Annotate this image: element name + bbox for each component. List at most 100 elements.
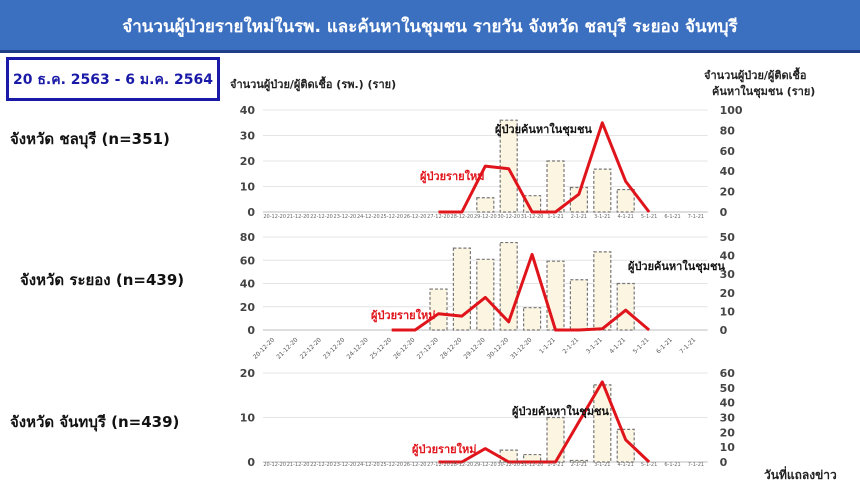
line-new-cases (438, 380, 651, 464)
x-tick-label: 21-12-20 (287, 462, 310, 468)
x-tick-label: 1-1-21 (547, 214, 563, 220)
x-tick-label: 3-1-21 (594, 462, 610, 468)
x-tick-label: 20-12-20 (263, 214, 286, 220)
x-tick-label: 26-12-20 (404, 462, 427, 468)
left-tick-label: 10 (240, 412, 256, 425)
x-tick-label: 6-1-21 (664, 214, 680, 220)
x-tick-label: 25-12-20 (380, 214, 403, 220)
bar-community-search (616, 428, 635, 463)
right-tick-label: 0 (720, 206, 728, 219)
x-tick-label: 27-12-20 (416, 336, 440, 360)
date-range-label: 20 ธ.ค. 2563 - 6 ม.ค. 2564 (13, 72, 213, 88)
x-tick-label: 20-12-20 (263, 462, 286, 468)
x-tick-label: 24-12-20 (357, 462, 380, 468)
x-tick-label: 31-12-20 (521, 214, 544, 220)
right-tick-label: 0 (720, 456, 728, 469)
x-tick-label: 21-12-20 (275, 336, 299, 360)
x-tick-label: 5-1-21 (632, 336, 651, 355)
bar-community-search (476, 197, 495, 213)
x-tick-label: 26-12-20 (392, 336, 416, 360)
right-tick-label: 50 (720, 382, 736, 395)
province-label-chonburi: จังหวัด ชลบุรี (n=351) (10, 130, 170, 148)
left-tick-label: 0 (247, 456, 255, 469)
x-tick-label: 3-1-21 (594, 214, 610, 220)
x-tick-label: 29-12-20 (463, 336, 487, 360)
bar-community-search (522, 307, 542, 331)
right-axis-title-1: จำนวนผู้ป่วย/ผู้ติดเชื้อ (704, 69, 807, 82)
left-tick-label: 40 (240, 278, 256, 291)
right-axis-title-2: ค้นหาในชุมชน (ราย) (712, 85, 816, 98)
x-tick-label: 28-12-20 (451, 462, 474, 468)
x-tick-label: 5-1-21 (641, 214, 657, 220)
right-tick-label: 40 (720, 165, 736, 178)
x-tick-label: 1-1-21 (538, 336, 557, 355)
x-tick-label: 29-12-20 (474, 214, 497, 220)
x-tick-label: 31-12-20 (521, 462, 544, 468)
right-tick-label: 40 (720, 397, 736, 410)
bar-community-search (546, 416, 565, 463)
left-tick-label: 80 (240, 231, 256, 244)
bar-community-search (499, 119, 518, 213)
x-tick-label: 4-1-21 (618, 214, 634, 220)
left-tick-label: 30 (240, 130, 256, 143)
bar-community-search (616, 282, 635, 331)
x-tick-label: 3-1-21 (585, 336, 604, 355)
left-tick-label: 20 (240, 155, 256, 168)
x-tick-label: 30-12-20 (497, 462, 520, 468)
right-tick-label: 100 (720, 104, 743, 117)
x-tick-label: 7-1-21 (688, 462, 704, 468)
page-title: จำนวนผู้ป่วยรายใหม่ในรพ. และค้นหาในชุมชน… (122, 17, 738, 37)
x-tick-label: 28-12-20 (451, 214, 474, 220)
x-tick-label: 23-12-20 (322, 336, 346, 360)
left-tick-label: 0 (247, 324, 255, 337)
x-tick-label: 2-1-21 (571, 462, 587, 468)
line-new-cases (391, 252, 651, 332)
right-tick-label: 40 (720, 250, 736, 263)
x-tick-label: 2-1-21 (561, 336, 580, 355)
series-label-community: ผู้ป่วยค้นหาในชุมชน (628, 259, 725, 274)
left-tick-label: 20 (240, 367, 256, 380)
date-range-box: 20 ธ.ค. 2563 - 6 ม.ค. 2564 (6, 57, 220, 101)
series-label-community: ผู้ป่วยค้นหาในชุมชน (512, 404, 609, 419)
x-tick-label: 2-1-21 (571, 214, 587, 220)
x-tick-label: 4-1-21 (618, 462, 634, 468)
x-tick-label: 27-12-20 (427, 462, 450, 468)
x-tick-label: 26-12-20 (404, 214, 427, 220)
left-tick-label: 0 (247, 206, 255, 219)
province-label-chanthaburi: จังหวัด จันทบุรี (n=439) (10, 413, 180, 431)
left-tick-label: 40 (240, 104, 256, 117)
x-tick-label: 28-12-20 (439, 336, 463, 360)
x-tick-label: 22-12-20 (310, 462, 333, 468)
left-tick-label: 60 (240, 254, 256, 267)
right-tick-label: 50 (720, 231, 736, 244)
x-tick-label: 7-1-21 (678, 336, 697, 355)
x-tick-label: 24-12-20 (357, 214, 380, 220)
right-tick-label: 30 (720, 412, 736, 425)
bar-community-search (593, 168, 612, 213)
x-tick-label: 22-12-20 (310, 214, 333, 220)
x-tick-label: 30-12-20 (486, 336, 510, 360)
right-tick-label: 30 (720, 268, 736, 281)
right-tick-label: 20 (720, 426, 736, 439)
bar-community-search (452, 247, 471, 331)
line-new-cases (438, 121, 651, 214)
province-label-rayong: จังหวัด ระยอง (n=439) (20, 271, 185, 289)
x-tick-label: 24-12-20 (346, 336, 370, 360)
bar-community-search (569, 459, 589, 463)
right-tick-label: 0 (720, 324, 728, 337)
x-tick-label: 25-12-20 (380, 462, 403, 468)
x-tick-label: 30-12-20 (497, 214, 520, 220)
series-label-new-cases: ผู้ป่วยรายใหม่ (371, 308, 435, 323)
right-tick-label: 10 (720, 441, 736, 454)
x-tick-label: 1-1-21 (547, 462, 563, 468)
x-tick-label: 23-12-20 (334, 462, 357, 468)
x-tick-label: 31-12-20 (509, 336, 533, 360)
x-tick-label: 23-12-20 (334, 214, 357, 220)
right-tick-label: 80 (720, 124, 736, 137)
bar-community-search (429, 288, 448, 331)
series-label-new-cases: ผู้ป่วยรายใหม่ (420, 169, 484, 184)
x-tick-label: 25-12-20 (369, 336, 393, 360)
right-tick-label: 60 (720, 367, 736, 380)
x-tick-label: 6-1-21 (664, 462, 680, 468)
